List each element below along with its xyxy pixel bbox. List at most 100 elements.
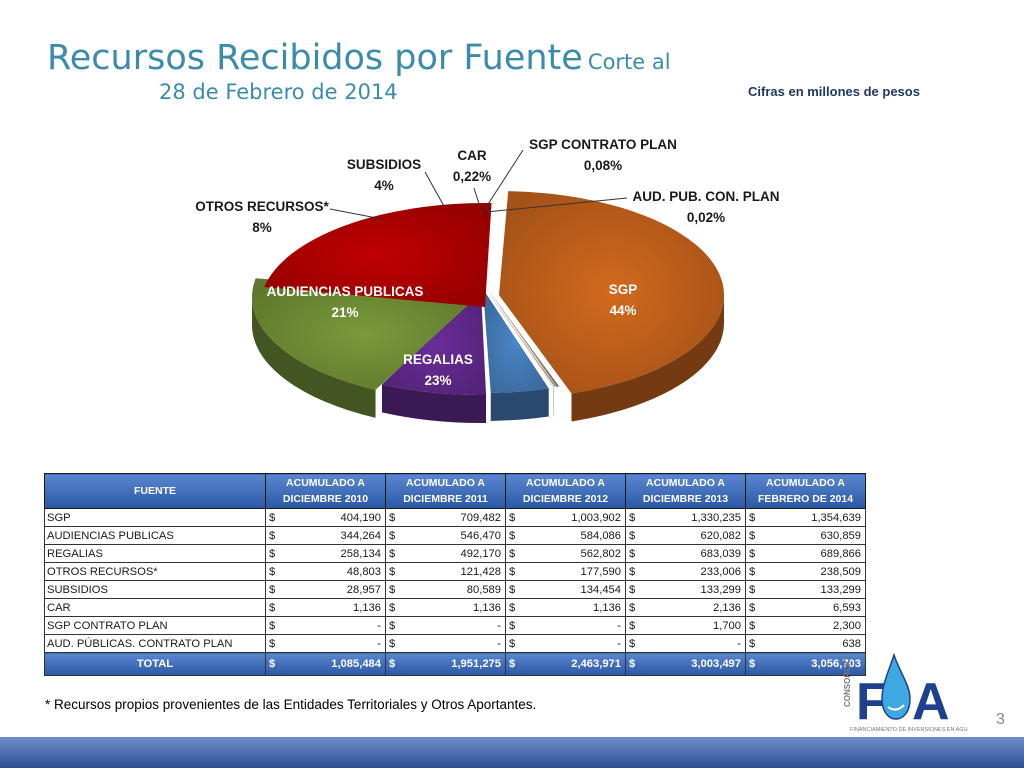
pie-slice-side	[490, 388, 549, 421]
slice-percent: 44%	[609, 303, 636, 318]
currency-sign: $	[625, 562, 641, 581]
cell-value: 177,590	[521, 562, 626, 581]
currency-sign: $	[505, 526, 521, 545]
currency-sign: $	[745, 580, 761, 599]
table-row: SUBSIDIOS $28,957 $80,589 $134,454 $133,299 $…	[44, 580, 866, 599]
cell-value: 48,803	[281, 562, 386, 581]
cell-value: 630,859	[761, 526, 866, 545]
pie-slice	[485, 288, 554, 388]
currency-sign: $	[505, 508, 521, 527]
cell-value: 546,470	[401, 526, 506, 545]
cell-value: 638	[761, 634, 866, 653]
cell-value: 1,354,639	[761, 508, 866, 527]
cell-value: 620,082	[641, 526, 746, 545]
cell-value: 1,136	[281, 598, 386, 617]
table-row: AUDIENCIAS PUBLICAS $344,264 $546,470 $584,…	[44, 526, 866, 545]
cell-value: 134,454	[521, 580, 626, 599]
slice-label: AUD. PUB. CON. PLAN	[632, 189, 779, 204]
currency-sign: $	[505, 544, 521, 563]
table-row: AUD. PÚBLICAS. CONTRATO PLAN $ - $ - $ - $ - $638	[44, 634, 866, 653]
row-source: AUDIENCIAS PUBLICAS	[44, 526, 266, 545]
header-col: ACUMULADO A DICIEMBRE 2010	[265, 473, 386, 509]
table-row: SGP CONTRATO PLAN $ - $ - $ - $1,700 $2,300	[44, 616, 866, 635]
table-header-row: FUENTE ACUMULADO A DICIEMBRE 2010 ACUMUL…	[44, 473, 866, 509]
slice-percent: 0,22%	[453, 169, 491, 184]
currency-sign: $	[745, 598, 761, 617]
cell-value: -	[281, 616, 386, 635]
pie-chart: SGP 44% AUD. PUB. CON. PLAN 0,02% SGP CONTRA…	[195, 137, 780, 423]
cell-value: -	[521, 616, 626, 635]
cell-value: 28,957	[281, 580, 386, 599]
currency-sign: $	[265, 526, 281, 545]
footer-bar	[0, 737, 1024, 768]
table-row: SGP $404,190 $709,482 $1,003,902 $1,330,235 $…	[44, 508, 866, 527]
currency-sign: $	[505, 580, 521, 599]
cell-value: -	[401, 616, 506, 635]
pie-slice-side	[381, 384, 487, 423]
slice-percent: 23%	[424, 373, 451, 388]
currency-sign: $	[385, 616, 401, 635]
currency-sign: $	[505, 562, 521, 581]
currency-sign: $	[385, 526, 401, 545]
currency-sign: $	[745, 544, 761, 563]
currency-sign: $	[265, 508, 281, 527]
table-row: OTROS RECURSOS* $48,803 $121,428 $177,590 $2…	[44, 562, 866, 581]
currency-sign: $	[385, 580, 401, 599]
pie-slice-side	[251, 297, 376, 418]
row-source: SGP CONTRATO PLAN	[44, 616, 266, 635]
slide-title: Recursos Recibidos por Fuente Corte al	[47, 38, 671, 78]
leader-line	[485, 197, 628, 213]
water-drop-icon	[881, 652, 911, 720]
slice-label: OTROS RECURSOS*	[195, 199, 329, 214]
currency-sign: $	[625, 652, 641, 676]
currency-sign: $	[265, 616, 281, 635]
cell-value: 2,300	[761, 616, 866, 635]
pie-slice	[264, 203, 492, 307]
currency-sign: $	[265, 634, 281, 653]
cell-value: 492,170	[401, 544, 506, 563]
pie-slice	[485, 288, 557, 387]
cell-value: 238,509	[761, 562, 866, 581]
cell-value: 80,589	[401, 580, 506, 599]
units-note: Cifras en millones de pesos	[748, 84, 920, 99]
currency-sign: $	[265, 562, 281, 581]
slice-percent: 21%	[331, 305, 358, 320]
currency-sign: $	[745, 634, 761, 653]
cell-value: 133,299	[641, 580, 746, 599]
pie-slice-side	[571, 295, 724, 422]
currency-sign: $	[385, 508, 401, 527]
currency-sign: $	[265, 580, 281, 599]
leader-line	[329, 208, 383, 220]
currency-sign: $	[505, 634, 521, 653]
cell-value: 689,866	[761, 544, 866, 563]
slice-label: AUDIENCIAS PUBLICAS	[267, 284, 424, 299]
currency-sign: $	[625, 598, 641, 617]
cell-value: 404,190	[281, 508, 386, 527]
cell-value: 1,700	[641, 616, 746, 635]
sources-table: FUENTE ACUMULADO A DICIEMBRE 2010 ACUMUL…	[44, 473, 866, 676]
slice-label: CAR	[457, 148, 486, 163]
leader-line	[473, 187, 482, 211]
header-fuente: FUENTE	[44, 473, 266, 509]
slice-label: REGALIAS	[403, 352, 473, 367]
pie-slice	[487, 288, 560, 387]
currency-sign: $	[745, 652, 761, 676]
table-row: CAR $1,136 $1,136 $1,136 $2,136 $6,593	[44, 598, 866, 617]
leader-line	[424, 171, 446, 209]
currency-sign: $	[265, 544, 281, 563]
cell-value: -	[281, 634, 386, 653]
cell-value: 1,136	[401, 598, 506, 617]
row-source: SGP	[44, 508, 266, 527]
row-source: CAR	[44, 598, 266, 617]
currency-sign: $	[625, 508, 641, 527]
row-source: SUBSIDIOS	[44, 580, 266, 599]
title-sub: Corte al	[587, 50, 671, 74]
header-col: ACUMULADO A FEBRERO DE 2014	[745, 473, 866, 509]
logo-a: A	[912, 673, 950, 731]
slice-percent: 0,02%	[687, 210, 725, 225]
currency-sign: $	[745, 562, 761, 581]
title-date: 28 de Febrero de 2014	[159, 80, 398, 104]
footnote: * Recursos propios provenientes de las E…	[45, 697, 537, 712]
pie-slice	[381, 291, 487, 395]
fia-logo: CONSORCIO F A FINANCIAMIENTO DE INVERSIO…	[843, 652, 968, 733]
